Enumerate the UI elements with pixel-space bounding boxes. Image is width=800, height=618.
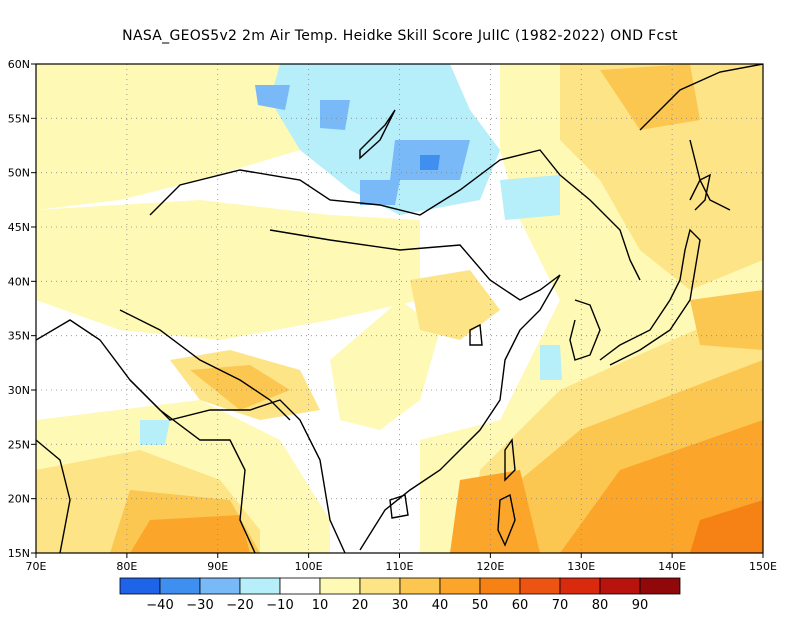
colorbar-swatch (559, 577, 601, 595)
lon-tick-label: 90E (207, 560, 228, 573)
lat-tick-label: 30N (8, 384, 30, 397)
lon-tick-label: 120E (476, 560, 504, 573)
lat-tick-label: 55N (8, 112, 30, 125)
map-title: NASA_GEOS5v2 2m Air Temp. Heidke Skill S… (122, 28, 678, 44)
lat-tick-label: 45N (8, 221, 30, 234)
colorbar-label: −10 (266, 598, 293, 613)
lon-tick-label: 110E (386, 560, 414, 573)
colorbar-swatch (639, 577, 681, 595)
colorbar-label: 80 (592, 598, 609, 613)
colorbar-label: −30 (186, 598, 213, 613)
lat-tick-label: 40N (8, 275, 30, 288)
colorbar: −40 −30 −20 −10 10 20 30 40 50 60 70 80 90 (119, 577, 681, 613)
longitude-axis: 70E 80E 90E 100E 110E 120E 130E 140E 150E (26, 553, 777, 573)
colorbar-swatch (519, 577, 561, 595)
lat-tick-label: 15N (8, 547, 30, 560)
colorbar-label: 60 (512, 598, 529, 613)
latitude-axis: 15N 20N 25N 30N 35N 40N 45N 50N 55N 60N (8, 58, 36, 560)
lat-tick-label: 50N (8, 167, 30, 180)
graticule (36, 64, 763, 553)
colorbar-swatch (599, 577, 641, 595)
colorbar-swatch (239, 577, 281, 595)
colorbar-swatch (319, 577, 361, 595)
colorbar-label: 40 (432, 598, 449, 613)
colorbar-swatch (399, 577, 441, 595)
lon-tick-label: 150E (749, 560, 777, 573)
colorbar-label: 70 (552, 598, 569, 613)
colorbar-label: 50 (472, 598, 489, 613)
colorbar-swatch (159, 577, 201, 595)
colorbar-label: −20 (226, 598, 253, 613)
lat-tick-label: 20N (8, 493, 30, 506)
colorbar-label: 90 (632, 598, 649, 613)
colorbar-swatch (199, 577, 241, 595)
lon-tick-label: 70E (26, 560, 47, 573)
lat-tick-label: 25N (8, 438, 30, 451)
lon-tick-label: 100E (295, 560, 323, 573)
colorbar-swatch (359, 577, 401, 595)
colorbar-swatch (439, 577, 481, 595)
colorbar-swatch (279, 577, 321, 595)
coastlines (36, 64, 763, 553)
colorbar-label: 10 (312, 598, 329, 613)
lon-tick-label: 130E (567, 560, 595, 573)
lat-tick-label: 60N (8, 58, 30, 71)
score-field (36, 64, 763, 553)
lon-tick-label: 80E (116, 560, 137, 573)
colorbar-swatch (119, 577, 161, 595)
colorbar-label: 20 (352, 598, 369, 613)
lon-tick-label: 140E (658, 560, 686, 573)
colorbar-label: 30 (392, 598, 409, 613)
colorbar-swatch (479, 577, 521, 595)
lat-tick-label: 35N (8, 330, 30, 343)
colorbar-label: −40 (146, 598, 173, 613)
